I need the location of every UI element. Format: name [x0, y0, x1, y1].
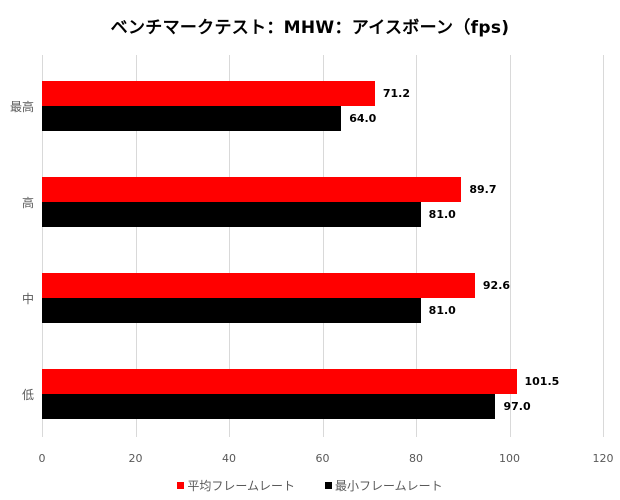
gridline: [509, 55, 511, 437]
category-label: 高: [21, 196, 34, 210]
data-label: 81.0: [428, 208, 456, 221]
gridline: [322, 55, 324, 437]
legend-item-min: 最小フレームレート: [325, 477, 443, 494]
data-label: 92.6: [482, 279, 511, 292]
gridline: [603, 55, 604, 437]
gridline: [229, 55, 230, 437]
gridline: [135, 55, 137, 437]
category-label: 最高: [9, 100, 34, 114]
legend-swatch-black-icon: [325, 482, 332, 489]
bar-minimum: [42, 202, 421, 227]
legend: 平均フレームレート 最小フレームレート: [0, 477, 620, 494]
chart-title: ベンチマークテスト：MHW：アイスボーン（fps): [110, 18, 510, 38]
data-label: 97.0: [503, 400, 531, 413]
x-tick-label: 40: [222, 452, 236, 465]
legend-label: 最小フレームレート: [335, 479, 443, 493]
bar-average: [42, 177, 462, 202]
bar-minimum: [42, 106, 342, 131]
data-label: 71.2: [382, 87, 410, 100]
x-tick-label: 20: [128, 452, 143, 465]
bar-average: [42, 81, 375, 106]
legend-label: 平均フレームレート: [187, 479, 295, 493]
legend-item-avg: 平均フレームレート: [177, 477, 295, 494]
x-tick-label: 60: [315, 452, 330, 465]
bar-minimum: [42, 394, 496, 419]
bar-average: [42, 369, 517, 394]
bar-minimum: [42, 298, 421, 323]
data-label: 64.0: [349, 112, 377, 125]
gridline: [416, 55, 417, 437]
legend-swatch-red-icon: [177, 482, 185, 489]
data-label: 89.7: [469, 183, 497, 196]
data-label: 101.5: [524, 375, 560, 388]
x-tick-label: 120: [592, 452, 614, 465]
data-label: 81.0: [428, 304, 456, 317]
category-label: 低: [21, 388, 34, 402]
category-label: 中: [21, 292, 34, 306]
x-tick-label: 0: [38, 452, 46, 465]
gridline: [42, 55, 43, 437]
bar-average: [42, 273, 475, 298]
x-tick-label: 80: [409, 452, 423, 465]
x-tick-label: 100: [499, 452, 520, 465]
plot-area: 71.2 64.0 89.7 81.0 92.6 81.0 101.5 97.0: [42, 55, 604, 437]
